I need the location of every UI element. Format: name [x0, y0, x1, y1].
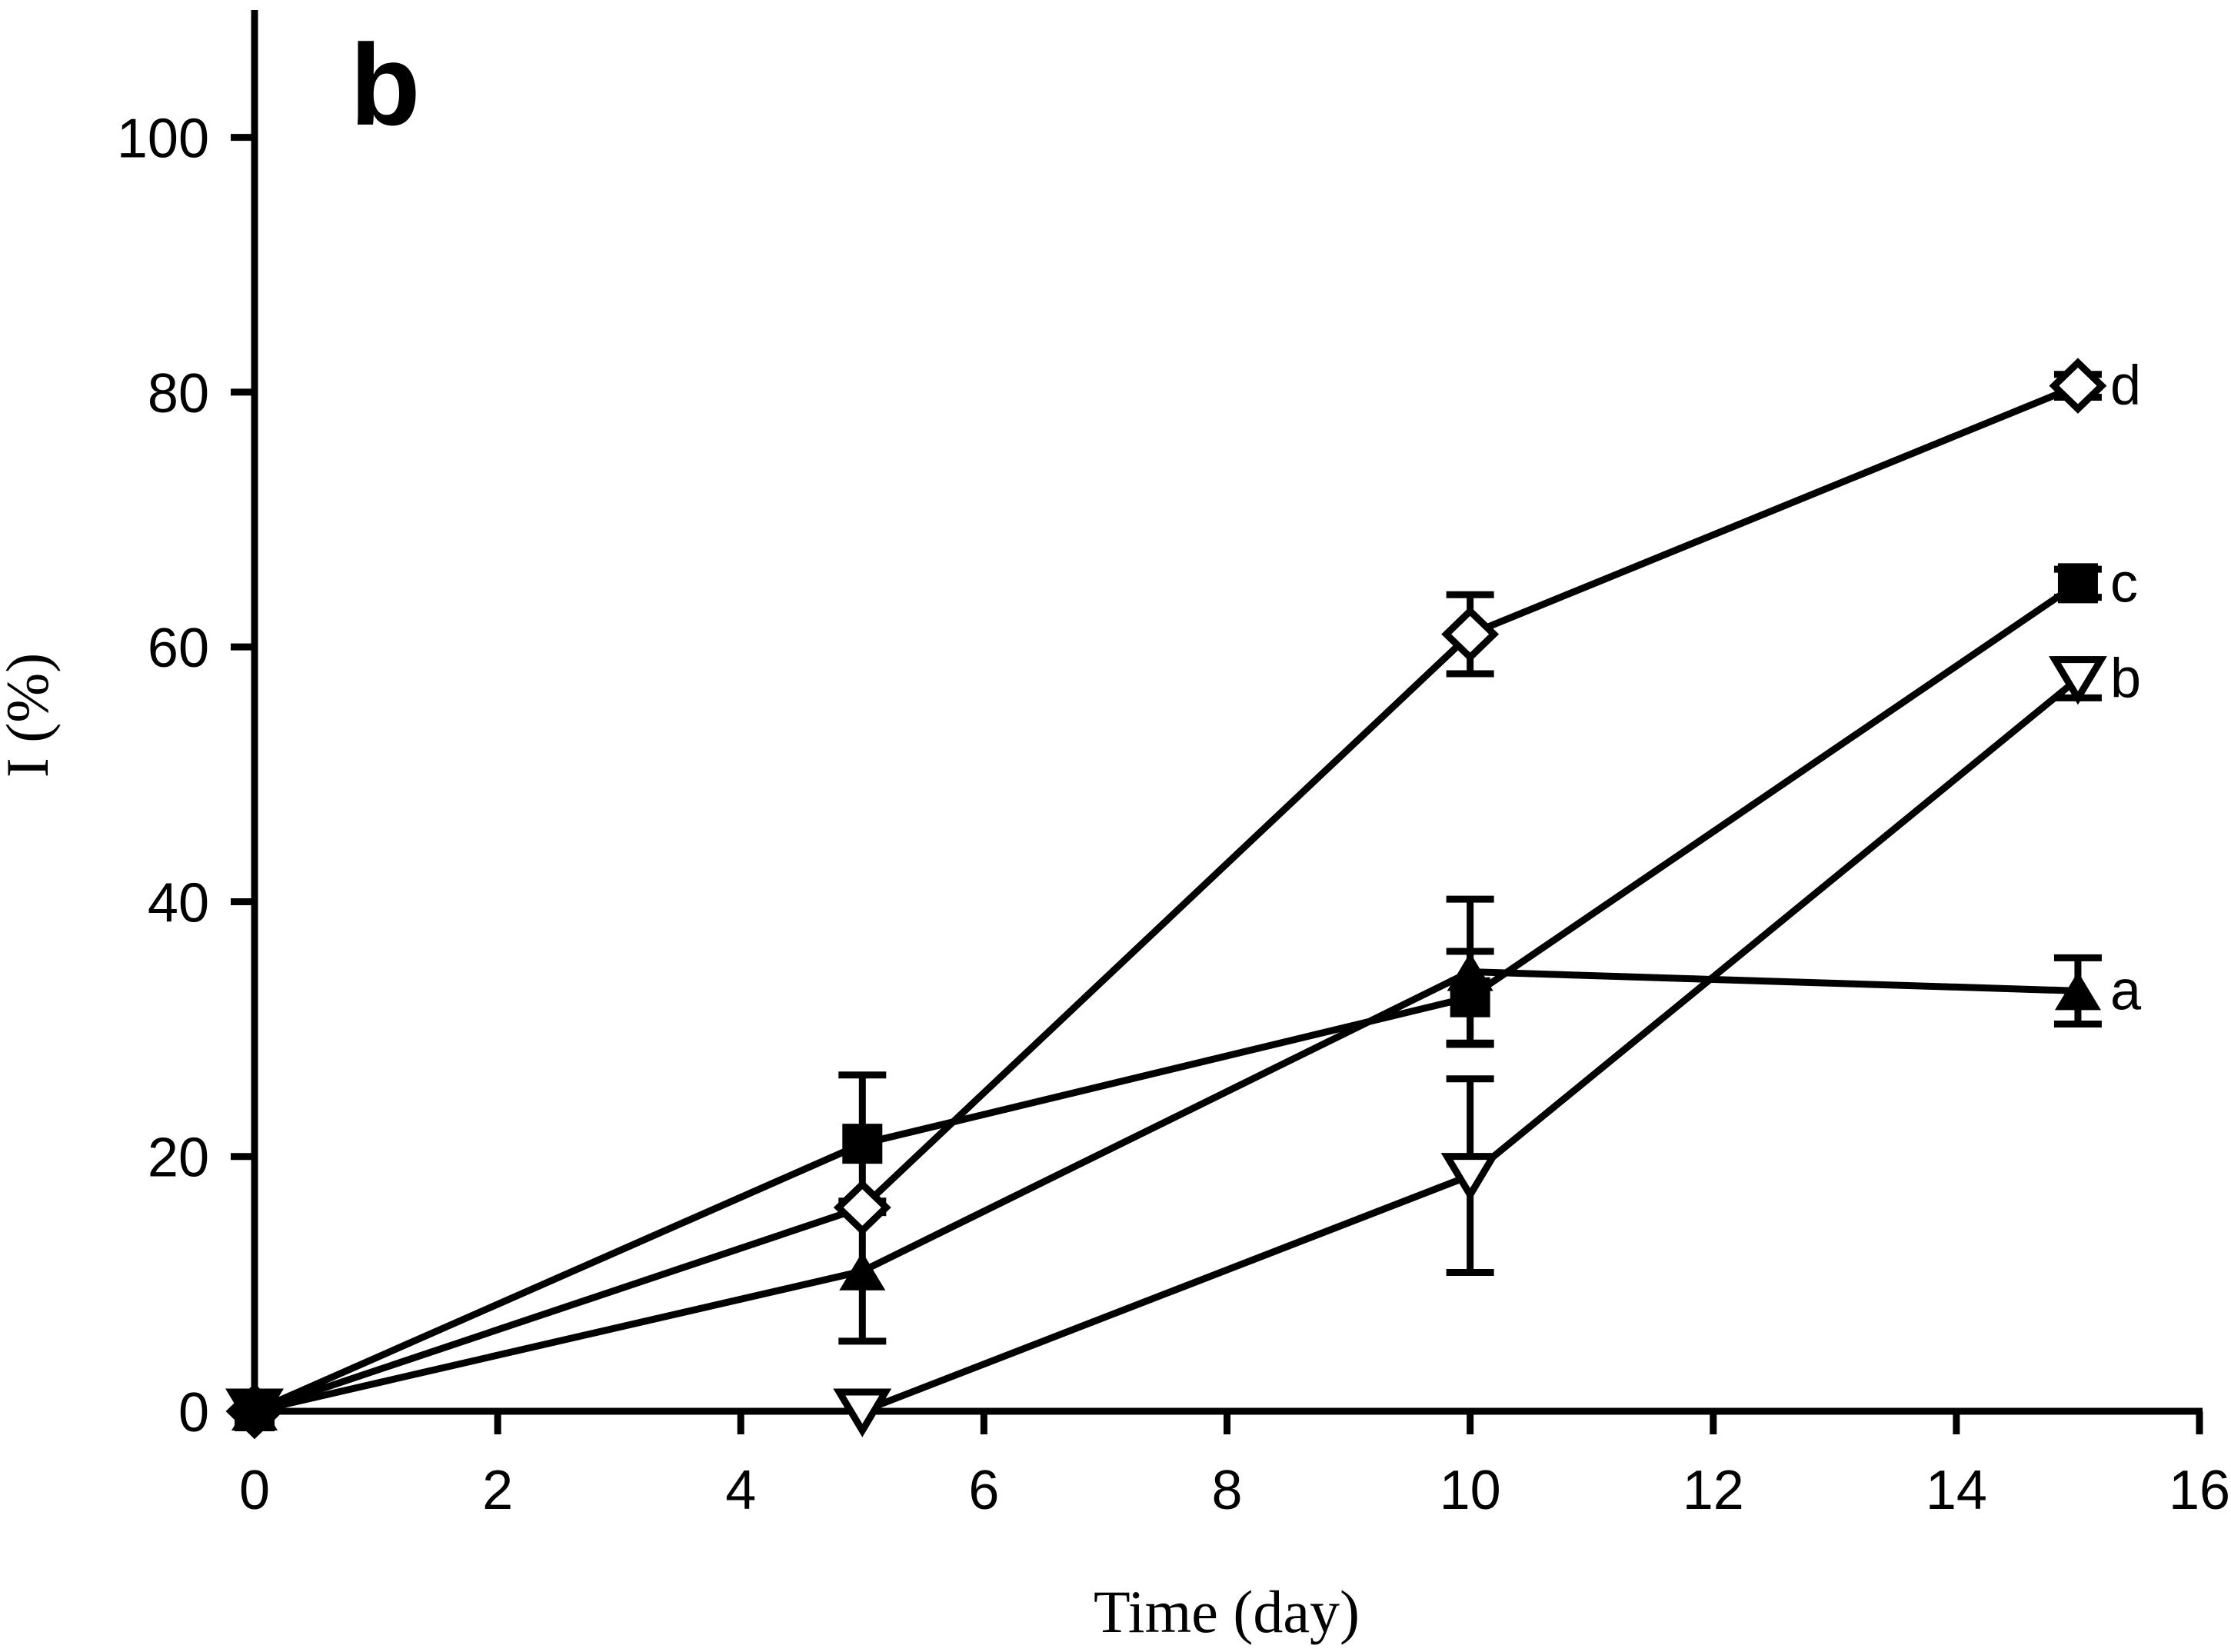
x-tick-label-12: 12: [1683, 1460, 1744, 1521]
marker-b-day10: [1440, 1153, 1500, 1202]
x-tick-label-8: 8: [1211, 1460, 1242, 1521]
series-b-line: [255, 676, 2080, 1415]
marker-a-day10: [1447, 952, 1493, 991]
y-axis-title: I (%): [0, 653, 61, 778]
marker-d-day15: [2049, 358, 2107, 414]
x-tick-label-0: 0: [239, 1460, 270, 1521]
y-tick-label-0: 0: [178, 1382, 209, 1444]
x-tick-label-16: 16: [2169, 1460, 2230, 1521]
marker-c-day15: [2057, 563, 2098, 604]
x-tick-label-4: 4: [725, 1460, 756, 1521]
y-tick-label-20: 20: [148, 1127, 209, 1189]
marker-c-day5: [842, 1124, 883, 1164]
marker-d-day10: [1441, 606, 1500, 662]
marker-a-day5: [839, 1251, 886, 1291]
panel-label: b: [350, 20, 421, 149]
x-tick-label-6: 6: [968, 1460, 999, 1521]
x-tick-label-14: 14: [1926, 1460, 1987, 1521]
y-tick-label-60: 60: [148, 618, 209, 679]
y-tick-label-80: 80: [148, 363, 209, 425]
series-label-d: d: [2110, 355, 2141, 417]
x-tick-label-10: 10: [1440, 1460, 1501, 1521]
series-d-line: [253, 382, 2079, 1415]
marker-a-day0: [231, 1392, 278, 1431]
y-tick-label-40: 40: [148, 872, 209, 934]
y-tick-label-100: 100: [117, 108, 209, 170]
series-label-a: a: [2110, 960, 2142, 1021]
x-axis-title: Time (day): [1094, 1578, 1360, 1645]
series-a-line: [253, 968, 2079, 1415]
marker-a-day15: [2054, 971, 2101, 1011]
marker-d-day5: [833, 1179, 891, 1236]
series-label-b: b: [2110, 648, 2141, 710]
series-c-line: [253, 580, 2080, 1415]
marker-b-day15: [2048, 656, 2107, 705]
marker-b-day5: [833, 1388, 892, 1437]
x-tick-label-2: 2: [482, 1460, 513, 1521]
series-label-c: c: [2110, 552, 2138, 614]
